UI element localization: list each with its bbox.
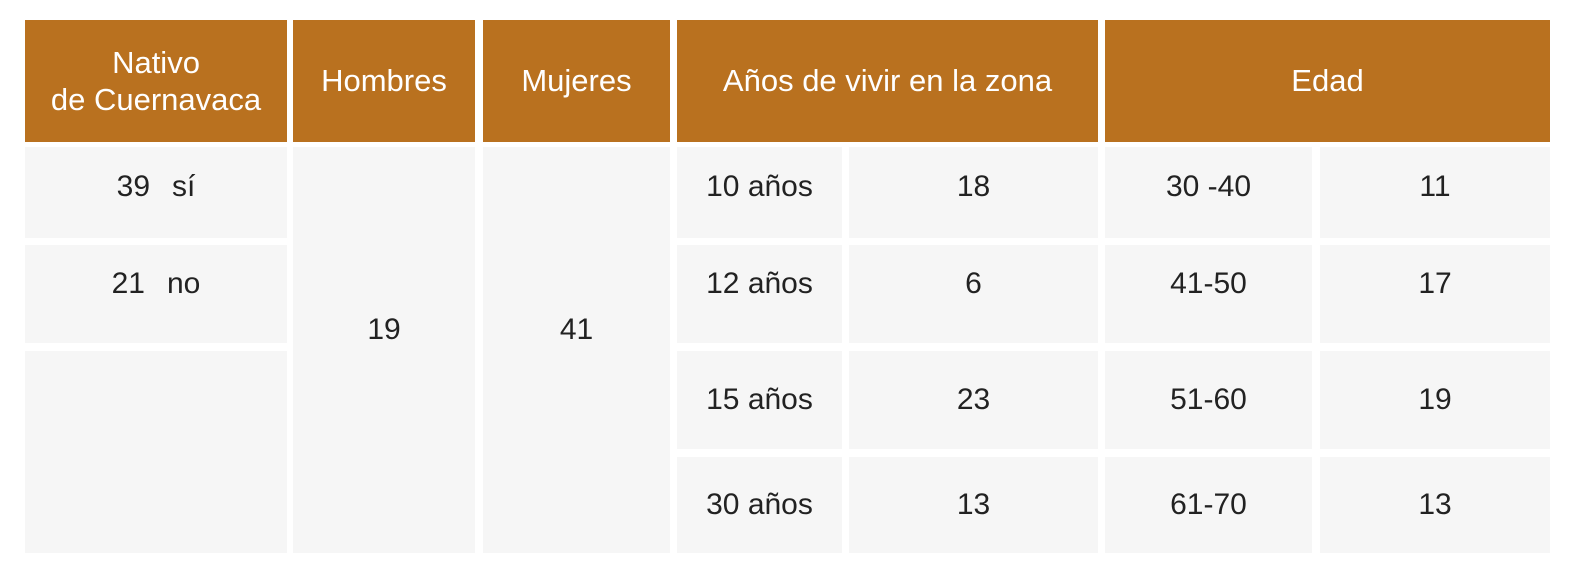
age-value: 11	[1419, 169, 1451, 203]
cell: 41-50	[1105, 245, 1312, 343]
cell: 12 años	[677, 245, 842, 343]
count: 39	[116, 169, 151, 203]
cell: 19	[1320, 351, 1550, 449]
cell: 13	[849, 457, 1098, 553]
cell: 17	[1320, 245, 1550, 343]
cell: 6	[849, 245, 1098, 343]
age-range: 61-70	[1170, 488, 1247, 521]
men-value: 19	[367, 313, 401, 346]
age-range: 51-60	[1170, 383, 1247, 416]
years-value: 18	[956, 169, 991, 203]
cell: 51-60	[1105, 351, 1312, 449]
years-label: 30 años	[706, 488, 813, 521]
cell: 21 no	[25, 245, 287, 343]
cell: 30 -40	[1105, 147, 1312, 238]
age-value: 17	[1418, 267, 1452, 300]
age-value: 13	[1418, 488, 1452, 521]
header-cell: Nativo de Cuernavaca	[25, 20, 287, 142]
cell: 10 años	[677, 147, 842, 238]
header-text: Nativo de Cuernavaca	[50, 44, 262, 117]
header-text: Mujeres	[521, 63, 632, 99]
years-label: 10 años	[706, 169, 813, 203]
women-value: 41	[559, 313, 594, 346]
label: sí	[172, 169, 196, 203]
cell: 30 años	[677, 457, 842, 553]
cell	[25, 351, 287, 553]
header-cell: Años de vivir en la zona	[677, 20, 1098, 142]
header-cell: Edad	[1105, 20, 1550, 142]
header-cell: Hombres	[293, 20, 475, 142]
cell: 61-70	[1105, 457, 1312, 553]
years-label: 15 años	[706, 383, 813, 416]
cell: 39 sí	[25, 147, 287, 238]
cell: 18	[849, 147, 1098, 238]
cell: 15 años	[677, 351, 842, 449]
cell: 11	[1320, 147, 1550, 238]
cell: 23	[849, 351, 1098, 449]
header-text: Años de vivir en la zona	[722, 63, 1053, 99]
years-label: 12 años	[706, 267, 813, 300]
header-text: Hombres	[321, 63, 447, 99]
years-value: 23	[956, 383, 991, 416]
cell: 13	[1320, 457, 1550, 553]
header-text: Edad	[1291, 63, 1364, 99]
cell: 19	[293, 147, 475, 553]
label: no	[167, 267, 201, 300]
years-value: 6	[965, 267, 982, 300]
count: 21	[111, 267, 145, 300]
years-value: 13	[956, 488, 991, 521]
age-value: 19	[1418, 383, 1452, 416]
age-range: 30 -40	[1165, 169, 1252, 203]
header-cell: Mujeres	[483, 20, 670, 142]
age-range: 41-50	[1170, 267, 1247, 300]
cell: 41	[483, 147, 670, 553]
